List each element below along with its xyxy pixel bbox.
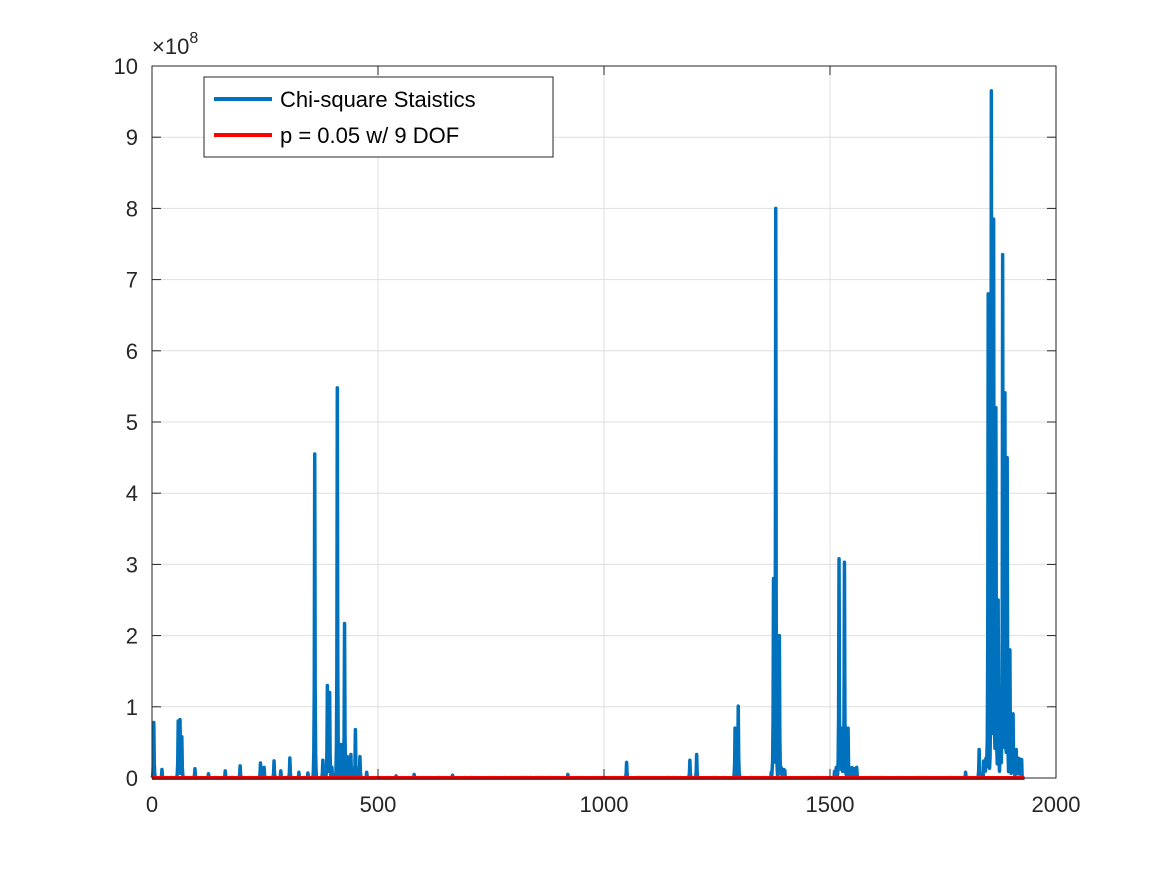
legend-label: p = 0.05 w/ 9 DOF — [280, 123, 459, 148]
legend: Chi-square Staistics p = 0.05 w/ 9 DOF — [203, 76, 554, 158]
y-tick-label: 8 — [126, 196, 138, 221]
ticks: 0 500 1000 1500 2000 0 1 2 3 4 5 6 7 8 9 10 — [114, 54, 1081, 817]
x-tick-label: 2000 — [1032, 792, 1081, 817]
legend-box — [203, 76, 554, 158]
y-tick-label: 2 — [126, 624, 138, 649]
y-tick-label: 9 — [126, 125, 138, 150]
y-tick-label: 4 — [126, 481, 138, 506]
y-tick-label: 5 — [126, 410, 138, 435]
x-tick-label: 1500 — [806, 792, 855, 817]
y-tick-label: 6 — [126, 339, 138, 364]
y-tick-label: 10 — [114, 54, 138, 79]
y-tick-label: 0 — [126, 766, 138, 791]
y-axis-exponent: ×108 — [152, 30, 198, 59]
y-tick-label: 7 — [126, 268, 138, 293]
x-tick-label: 500 — [360, 792, 397, 817]
x-tick-label: 1000 — [580, 792, 629, 817]
legend-label: Chi-square Staistics — [280, 87, 476, 112]
y-tick-label: 1 — [126, 695, 138, 720]
grid — [152, 66, 1056, 778]
y-tick-label: 3 — [126, 552, 138, 577]
x-tick-label: 0 — [146, 792, 158, 817]
